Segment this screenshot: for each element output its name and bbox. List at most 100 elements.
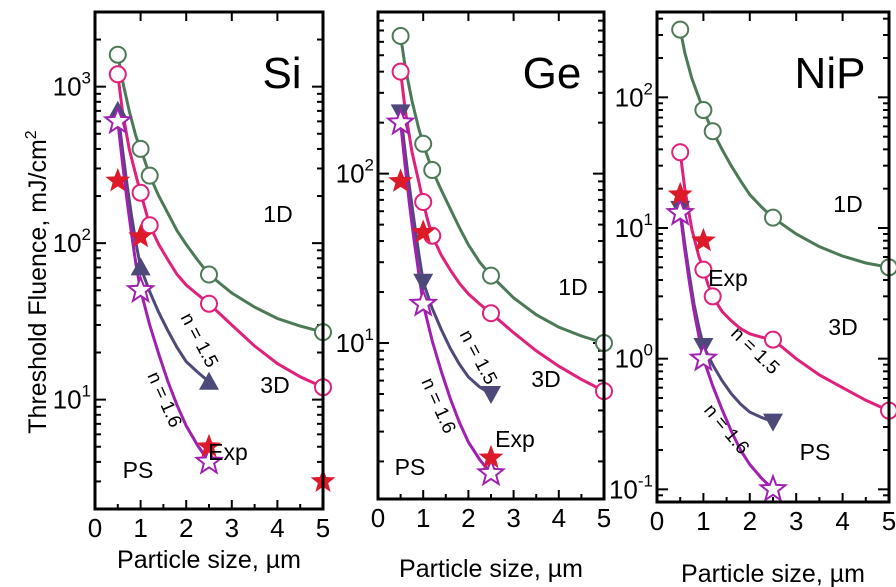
y-tick-label-base: 10 <box>609 474 638 504</box>
x-axis-label: Particle size, µm <box>117 546 301 574</box>
x-tick-label: 5 <box>882 506 896 536</box>
x-tick-label: 1 <box>696 506 710 536</box>
marker-circle-d1 <box>414 134 433 153</box>
marker-circle-d1 <box>200 265 218 284</box>
marker-circle-d3 <box>414 193 433 212</box>
y-tick-label: 102 <box>336 156 374 189</box>
x-tick-label: 5 <box>316 513 330 543</box>
y-tick-label-exp: 1 <box>365 325 374 344</box>
x-tick-label: 2 <box>743 506 757 536</box>
marker-star-exp <box>388 168 413 192</box>
marker-circle-d3 <box>694 260 713 279</box>
y-tick-label-exp: 2 <box>644 79 653 98</box>
marker-triangle-n15 <box>199 371 219 390</box>
x-axis-label: Particle size, µm <box>681 560 865 587</box>
marker-circle-d3 <box>482 304 500 323</box>
marker-star-n16 <box>475 457 507 487</box>
series-line-d3 <box>399 71 605 393</box>
plot-frame <box>376 10 606 501</box>
marker-circle-d3 <box>391 62 410 81</box>
annotation-d1: 1D <box>833 191 862 217</box>
x-tick-label: 0 <box>650 506 664 536</box>
series-line-d3 <box>678 152 890 413</box>
y-tick-label-base: 10 <box>53 385 82 415</box>
marker-star-exp <box>667 181 693 206</box>
marker-circle-d3 <box>140 216 159 235</box>
y-tick-label-base: 10 <box>336 159 365 189</box>
y-tick-label: 102 <box>615 79 653 112</box>
marker-circle-d1 <box>764 208 782 227</box>
marker-circle-d1 <box>423 161 442 180</box>
x-tick-label: 4 <box>552 503 566 533</box>
marker-circle-d1 <box>108 45 127 64</box>
marker-circle-d3 <box>703 287 722 306</box>
marker-triangle-n15 <box>481 386 501 405</box>
y-tick-label-base: 10 <box>336 328 365 358</box>
marker-star-n16 <box>408 288 439 317</box>
annotation-d3: 3D <box>828 314 857 340</box>
y-tick-label: 101 <box>53 382 91 415</box>
annotation-d1: 1D <box>558 274 587 300</box>
annotation-n16: n = 1.6 <box>143 369 186 431</box>
y-axis-label-sup: 2 <box>23 130 40 139</box>
marker-star-exp <box>105 167 131 192</box>
panel-title: Si <box>262 49 301 98</box>
x-tick-label: 4 <box>270 513 284 543</box>
series-line-d3 <box>116 74 324 389</box>
x-tick-label: 1 <box>416 503 430 533</box>
series-line-d1 <box>678 29 890 269</box>
x-tick-label: 1 <box>133 513 147 543</box>
marker-circle-d1 <box>140 166 159 185</box>
marker-star-exp <box>691 227 716 252</box>
y-tick-label-base: 10 <box>615 344 644 374</box>
y-tick-label-exp: -1 <box>638 471 653 490</box>
marker-star-exp <box>128 223 153 248</box>
marker-circle-d1 <box>482 266 500 285</box>
marker-triangle-n15 <box>763 413 783 432</box>
y-tick-label-base: 10 <box>53 72 82 102</box>
annotation-d3: 3D <box>531 366 560 392</box>
marker-star-n16 <box>102 105 133 135</box>
x-tick-label: 0 <box>88 513 102 543</box>
series-line-d1 <box>116 54 324 334</box>
annotation-d3: 3D <box>260 372 289 398</box>
annotation-n15: n = 1.5 <box>455 327 501 389</box>
marker-triangle-n15 <box>130 257 151 276</box>
marker-circle-d3 <box>764 330 782 349</box>
marker-circle-d3 <box>108 65 127 84</box>
marker-star-n16 <box>688 342 719 372</box>
y-axis-label: Threshold Fluence, mJ/cm2 <box>23 130 52 434</box>
y-tick-label: 102 <box>53 225 91 258</box>
marker-circle-d1 <box>131 139 150 158</box>
y-tick-label-exp: 1 <box>82 382 91 401</box>
y-axis-label-text: Threshold Fluence, mJ/cm <box>24 139 52 434</box>
marker-star-exp <box>478 444 504 469</box>
marker-triangle-n15 <box>413 273 434 292</box>
y-tick-label-exp: 2 <box>82 225 91 244</box>
y-tick-label-exp: 2 <box>365 156 374 175</box>
plot-frame <box>93 10 325 511</box>
marker-star-n16 <box>385 106 416 136</box>
plot-frame <box>655 10 891 504</box>
y-tick-label-exp: 3 <box>82 69 91 88</box>
x-tick-label: 4 <box>835 506 849 536</box>
x-tick-label: 0 <box>371 503 385 533</box>
marker-star-exp <box>196 433 222 458</box>
marker-star-n16 <box>125 274 156 304</box>
x-tick-label: 3 <box>789 506 803 536</box>
annotation-n15: n = 1.5 <box>176 310 222 372</box>
y-tick-label: 100 <box>615 341 653 374</box>
marker-circle-d1 <box>703 122 722 141</box>
marker-star-n16 <box>193 446 225 475</box>
x-tick-label: 3 <box>506 503 520 533</box>
x-tick-label: 2 <box>461 503 475 533</box>
y-tick-label-exp: 1 <box>644 210 653 229</box>
y-tick-label-exp: 0 <box>644 341 653 360</box>
x-tick-label: 5 <box>597 503 611 533</box>
annotation-ps: PS <box>800 439 831 465</box>
